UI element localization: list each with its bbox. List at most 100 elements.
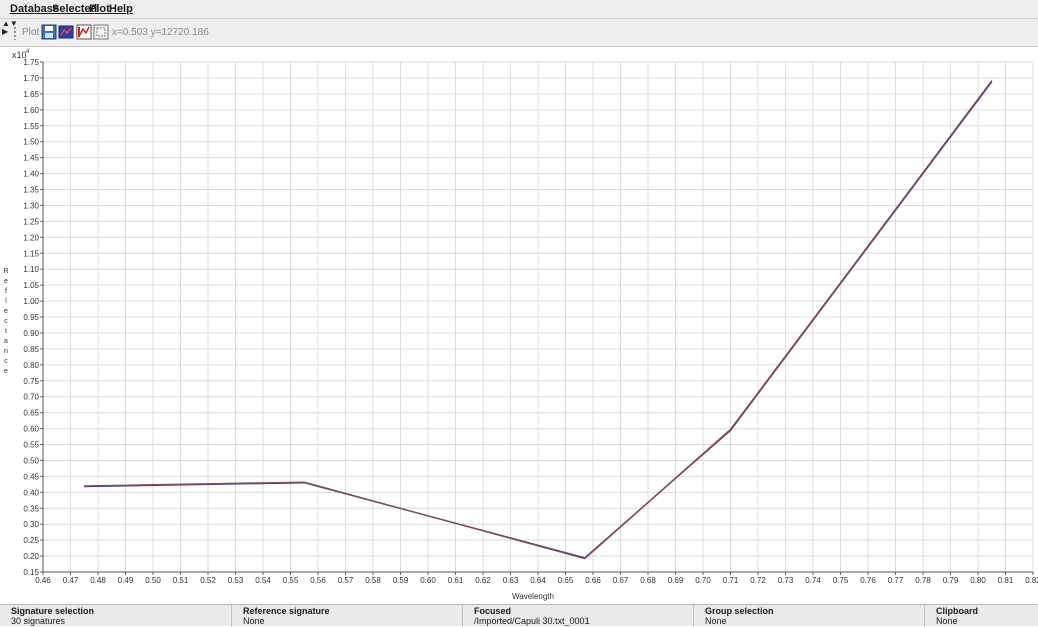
y-tick-label: 1.40	[23, 170, 39, 179]
status-signature-selection: Signature selection 30 signatures	[0, 605, 232, 627]
status-focused: Focused /Imported/Capuli 30.txt_0001	[463, 605, 694, 627]
y-multiplier-exponent: 4	[26, 49, 30, 55]
save-plot-button[interactable]	[41, 24, 57, 40]
menu-plot[interactable]: Plot	[89, 3, 110, 15]
y-tick-label: 0.35	[23, 504, 39, 513]
axes-layer: 0.46 0.47 0.48 0.49 0.50 0.51 0.52 0.53 0.54 0.55…	[23, 58, 1038, 585]
x-tick-label: 0.60	[420, 576, 436, 585]
x-tick-label: 0.80	[970, 576, 986, 585]
series-layer	[84, 80, 993, 560]
y-tick-label: 0.95	[23, 313, 39, 322]
cursor-coordinates: x=0.503 y=12720.186	[112, 27, 209, 38]
x-tick-label: 0.48	[90, 576, 106, 585]
x-tick-label: 0.64	[530, 576, 546, 585]
y-tick-label: 0.50	[23, 456, 39, 465]
x-tick-label: 0.78	[915, 576, 931, 585]
x-tick-label: 0.63	[503, 576, 519, 585]
y-tick-label: 0.90	[23, 329, 39, 338]
status-bar: Signature selection 30 signatures Refere…	[0, 604, 1038, 627]
x-tick-label: 0.66	[585, 576, 601, 585]
menu-bar: Database Selected Plot Help	[0, 0, 1038, 19]
y-axis-label-letter: c	[4, 318, 8, 325]
y-axis-label-letter: f	[5, 288, 7, 295]
x-tick-label: 0.56	[310, 576, 326, 585]
x-tick-label: 0.77	[888, 576, 904, 585]
save-icon	[41, 24, 57, 40]
status-value: None	[936, 616, 958, 626]
status-value: None	[243, 616, 265, 626]
y-axis-label-letter: l	[5, 298, 7, 305]
y-tick-label: 1.10	[23, 265, 39, 274]
x-tick-label: 0.51	[173, 576, 189, 585]
menu-help[interactable]: Help	[109, 3, 133, 15]
status-group-selection: Group selection None	[694, 605, 925, 627]
x-tick-label: 0.49	[118, 576, 134, 585]
x-tick-label: 0.55	[283, 576, 299, 585]
x-tick-label: 0.68	[640, 576, 656, 585]
collapse-arrows-icon[interactable]: ▲▼ ▶	[2, 19, 18, 36]
x-tick-label: 0.57	[338, 576, 354, 585]
fit-icon	[93, 24, 109, 40]
status-reference-signature: Reference signature None	[232, 605, 463, 627]
series-line[interactable]	[84, 80, 993, 560]
x-tick-label: 0.72	[750, 576, 766, 585]
y-tick-label: 0.65	[23, 409, 39, 418]
x-tick-label: 0.53	[228, 576, 244, 585]
menu-selected[interactable]: Selected	[52, 3, 98, 15]
menu-database[interactable]: Database	[10, 3, 59, 15]
fit-view-button[interactable]	[93, 24, 109, 40]
status-value: 30 signatures	[11, 616, 66, 626]
plot-toolbar: ▲▼ ▶ Plot x=0.503 y=12720.186	[0, 19, 1038, 47]
x-axis-label: Wavelength	[512, 592, 554, 601]
y-tick-label: 1.25	[23, 217, 39, 226]
toolbar-label: Plot	[22, 27, 40, 38]
chart-icon	[76, 24, 92, 40]
y-axis-label-letter: t	[5, 328, 7, 335]
toolbar-grip-icon[interactable]	[13, 26, 17, 40]
x-tick-label: 0.69	[668, 576, 684, 585]
status-value: /Imported/Capuli 30.txt_0001	[474, 616, 590, 626]
copy-plot-icon	[58, 25, 74, 39]
x-tick-label: 0.70	[695, 576, 711, 585]
x-tick-label: 0.50	[145, 576, 161, 585]
x-tick-label: 0.52	[200, 576, 216, 585]
x-tick-label: 0.76	[860, 576, 876, 585]
y-axis-label-letter: n	[4, 348, 8, 355]
x-tick-label: 0.74	[805, 576, 821, 585]
y-tick-label: 0.55	[23, 441, 39, 450]
y-tick-label: 0.30	[23, 520, 39, 529]
x-tick-label: 0.62	[475, 576, 491, 585]
y-tick-label: 1.35	[23, 186, 39, 195]
x-tick-label: 0.81	[998, 576, 1014, 585]
x-tick-label: 0.46	[35, 576, 51, 585]
status-title: Signature selection	[11, 606, 95, 616]
status-clipboard: Clipboard None	[925, 605, 1038, 627]
y-axis-label-letter: e	[4, 368, 8, 375]
y-tick-label: 0.45	[23, 472, 39, 481]
chart-button[interactable]	[76, 24, 92, 40]
y-tick-label: 0.70	[23, 393, 39, 402]
x-tick-label: 0.47	[63, 576, 79, 585]
y-tick-label: 1.75	[23, 58, 39, 67]
copy-plot-button[interactable]	[58, 24, 74, 40]
x-tick-label: 0.75	[833, 576, 849, 585]
status-title: Clipboard	[936, 606, 978, 616]
plot-background	[0, 47, 1038, 604]
y-tick-label: 1.70	[23, 74, 39, 83]
y-axis-label-letter: R	[3, 268, 8, 275]
y-tick-label: 1.30	[23, 201, 39, 210]
status-title: Focused	[474, 606, 512, 616]
y-tick-label: 1.50	[23, 138, 39, 147]
y-tick-label: 0.25	[23, 536, 39, 545]
y-axis-label-letter: a	[4, 338, 8, 345]
y-tick-label: 0.20	[23, 552, 39, 561]
x-tick-label: 0.71	[723, 576, 739, 585]
y-tick-label: 1.65	[23, 90, 39, 99]
spectral-plot[interactable]: 0.46 0.47 0.48 0.49 0.50 0.51 0.52 0.53 0.54 0.55…	[0, 47, 1038, 604]
y-tick-label: 0.80	[23, 361, 39, 370]
y-tick-label: 1.20	[23, 233, 39, 242]
x-tick-label: 0.61	[448, 576, 464, 585]
y-tick-label: 1.60	[23, 106, 39, 115]
x-tick-label: 0.59	[393, 576, 409, 585]
